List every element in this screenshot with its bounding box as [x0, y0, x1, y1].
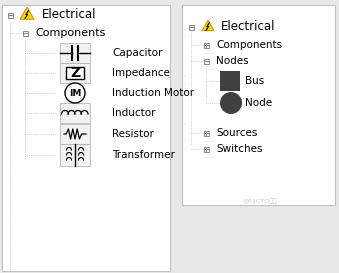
Text: Inductor: Inductor [112, 108, 156, 118]
FancyBboxPatch shape [66, 67, 84, 79]
FancyBboxPatch shape [188, 25, 194, 29]
FancyBboxPatch shape [7, 13, 13, 17]
FancyBboxPatch shape [203, 43, 208, 48]
FancyBboxPatch shape [60, 103, 90, 123]
FancyBboxPatch shape [60, 144, 90, 166]
Text: Nodes: Nodes [216, 56, 248, 66]
Text: Node: Node [245, 98, 272, 108]
Text: IM: IM [69, 88, 81, 97]
FancyBboxPatch shape [182, 5, 335, 205]
FancyBboxPatch shape [203, 130, 208, 135]
FancyBboxPatch shape [60, 63, 90, 83]
Text: Capacitor: Capacitor [112, 48, 162, 58]
Bar [220, 71, 240, 91]
Text: Sources: Sources [216, 128, 257, 138]
Text: Induction Motor: Induction Motor [112, 88, 194, 98]
Text: Switches: Switches [216, 144, 262, 154]
FancyBboxPatch shape [203, 147, 208, 152]
Text: Electrical: Electrical [42, 8, 97, 22]
Text: Impedance: Impedance [112, 68, 170, 78]
Text: Components: Components [216, 40, 282, 50]
FancyBboxPatch shape [2, 5, 170, 271]
FancyBboxPatch shape [60, 124, 90, 144]
Text: Transformer: Transformer [112, 150, 175, 160]
FancyBboxPatch shape [203, 58, 208, 64]
FancyBboxPatch shape [22, 31, 27, 35]
Text: Electrical: Electrical [221, 20, 276, 34]
Text: Resistor: Resistor [112, 129, 154, 139]
Text: Bus: Bus [245, 76, 264, 86]
Text: @51CTO博客: @51CTO博客 [243, 198, 277, 204]
Circle shape [220, 92, 242, 114]
Circle shape [65, 83, 85, 103]
Polygon shape [20, 7, 34, 19]
Text: Components: Components [35, 28, 105, 38]
Polygon shape [202, 20, 214, 31]
FancyBboxPatch shape [60, 43, 90, 63]
Text: Z: Z [70, 66, 80, 80]
